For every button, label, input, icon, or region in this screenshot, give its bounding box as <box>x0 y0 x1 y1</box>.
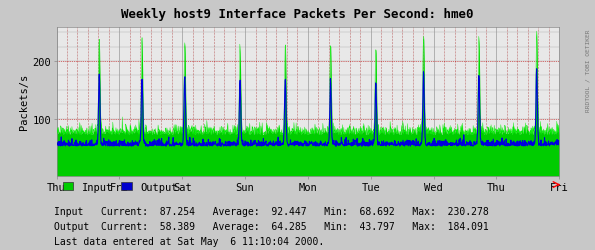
Text: Input   Current:  87.254   Average:  92.447   Min:  68.692   Max:  230.278: Input Current: 87.254 Average: 92.447 Mi… <box>54 206 488 216</box>
Legend: Input, Output: Input, Output <box>59 178 181 196</box>
Y-axis label: Packets/s: Packets/s <box>20 74 29 130</box>
Text: Output  Current:  58.389   Average:  64.285   Min:  43.797   Max:  184.091: Output Current: 58.389 Average: 64.285 M… <box>54 221 488 231</box>
Text: Weekly host9 Interface Packets Per Second: hme0: Weekly host9 Interface Packets Per Secon… <box>121 8 474 20</box>
Text: RRDTOOL / TOBI OETIKER: RRDTOOL / TOBI OETIKER <box>585 29 590 111</box>
Text: Last data entered at Sat May  6 11:10:04 2000.: Last data entered at Sat May 6 11:10:04 … <box>54 236 324 246</box>
